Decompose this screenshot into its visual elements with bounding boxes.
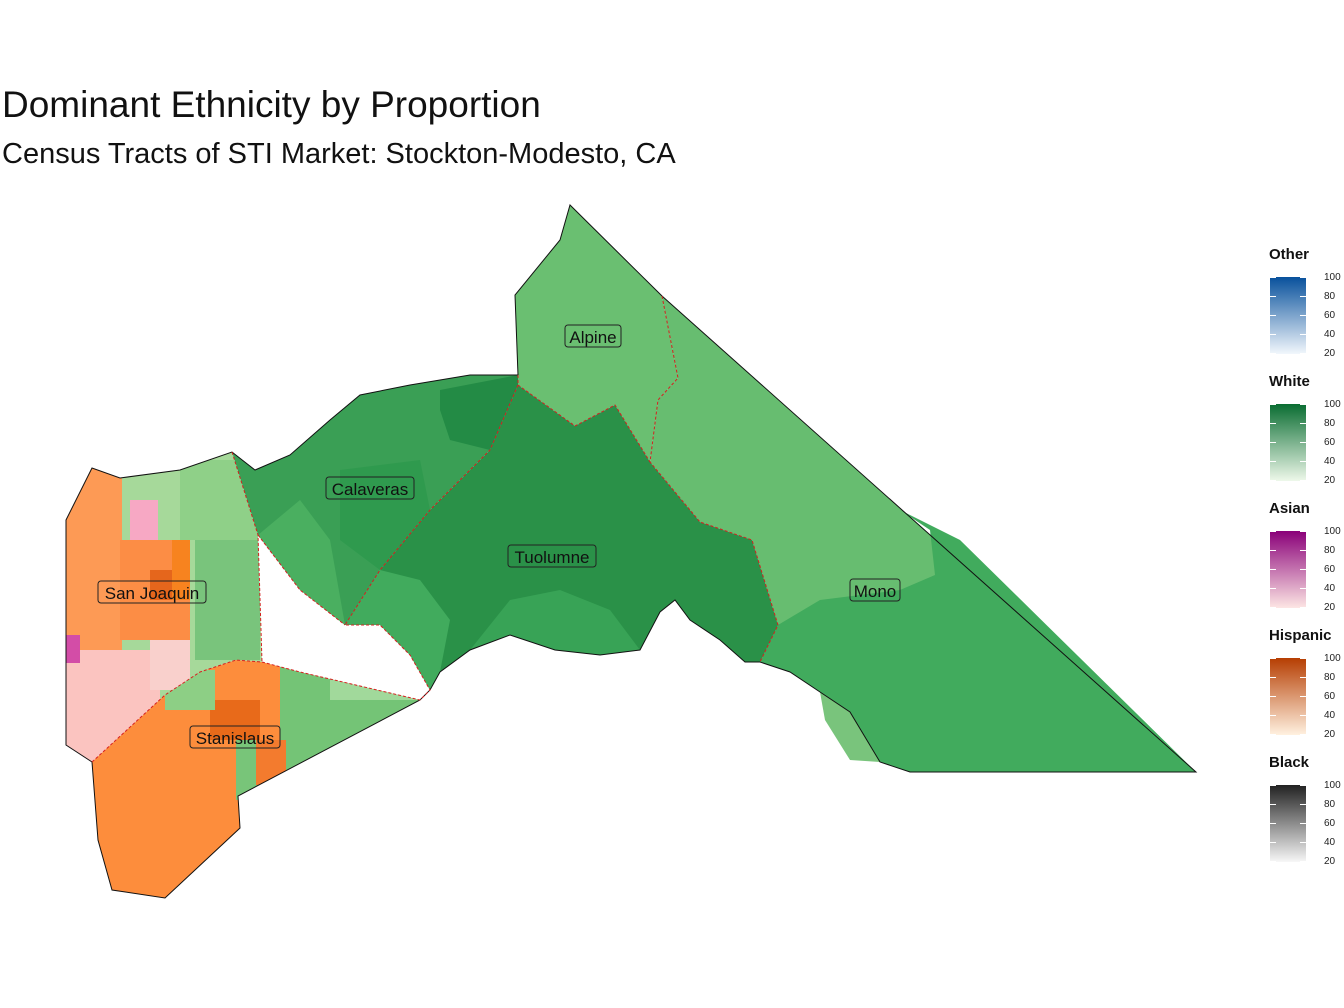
sj-white-east	[195, 540, 260, 660]
legend-tick-label: 80	[1324, 418, 1336, 429]
legend-title: Other	[1269, 246, 1310, 263]
label-stanislaus-text: Stanislaus	[196, 729, 274, 748]
legend-tick-label: 60	[1324, 310, 1336, 321]
legend-tick-mark	[1270, 531, 1306, 532]
legend-asian: Asian 100 80 60 40 20	[1268, 500, 1344, 627]
legend-tick-mark	[1270, 480, 1306, 481]
legend-tick-label: 60	[1324, 818, 1336, 829]
legend-tick-mark	[1270, 550, 1306, 551]
legend-tick-label: 40	[1324, 456, 1336, 467]
legend-tick-mark	[1270, 715, 1306, 716]
tuolumne-tract-south	[470, 590, 640, 655]
legend-tick-mark	[1270, 607, 1306, 608]
legend-tick-label: 80	[1324, 799, 1336, 810]
legend-tick-mark	[1270, 823, 1306, 824]
map-title: Dominant Ethnicity by Proportion	[2, 84, 541, 125]
legend-white: White 100 80 60 40 20	[1268, 373, 1344, 500]
legend-tick-mark	[1270, 404, 1306, 405]
county-alpine	[515, 205, 678, 462]
legend-tick-label: 100	[1324, 272, 1341, 283]
legend-tick-mark	[1270, 442, 1306, 443]
legend-tick-label: 40	[1324, 710, 1336, 721]
legend-tick-label: 100	[1324, 399, 1341, 410]
calaveras-tract-west	[258, 500, 345, 625]
legend-tick-label: 80	[1324, 545, 1336, 556]
legend-tick-label: 60	[1324, 437, 1336, 448]
stan-hispanic-center	[210, 700, 260, 740]
legend-title: Asian	[1269, 500, 1310, 517]
legend-tick-label: 100	[1324, 780, 1341, 791]
map-subtitle: Census Tracts of STI Market: Stockton-Mo…	[2, 138, 676, 170]
label-tuolumne-text: Tuolumne	[515, 548, 590, 567]
legend-tick-mark	[1270, 842, 1306, 843]
legend-tick-label: 20	[1324, 856, 1336, 867]
label-calaveras-text: Calaveras	[332, 480, 409, 499]
legend-title: White	[1269, 373, 1310, 390]
sj-asian-mid	[130, 500, 158, 540]
legend-tick-mark	[1270, 734, 1306, 735]
legend-tick-label: 60	[1324, 564, 1336, 575]
legend-tick-mark	[1270, 569, 1306, 570]
legend-tick-label: 100	[1324, 653, 1341, 664]
legend-hispanic: Hispanic 100 80 60 40 20	[1268, 627, 1344, 754]
legend-tick-mark	[1270, 677, 1306, 678]
legend-tick-mark	[1270, 315, 1306, 316]
legend-other: Other 100 80 60 40 20	[1268, 246, 1344, 373]
county-tuolumne	[345, 385, 778, 690]
legend-tick-label: 20	[1324, 602, 1336, 613]
sj-hispanic-patch	[172, 540, 190, 600]
legend-tick-mark	[1270, 334, 1306, 335]
label-calaveras: Calaveras	[325, 476, 415, 500]
legend: Other 100 80 60 40 20 White 100 80 60 40 20 Asian 100…	[1268, 246, 1344, 881]
label-san-joaquin: San Joaquin	[97, 580, 207, 604]
tuolumne-tract-west	[345, 570, 450, 690]
legend-tick-mark	[1270, 588, 1306, 589]
legend-tick-label: 20	[1324, 348, 1336, 359]
legend-tick-label: 40	[1324, 583, 1336, 594]
legend-tick-label: 20	[1324, 475, 1336, 486]
legend-tick-label: 20	[1324, 729, 1336, 740]
legend-tick-mark	[1270, 785, 1306, 786]
legend-tick-mark	[1270, 861, 1306, 862]
legend-title: Hispanic	[1269, 627, 1332, 644]
legend-tick-mark	[1270, 804, 1306, 805]
mono-tract-west	[820, 692, 880, 762]
sj-asian-light	[150, 640, 190, 690]
legend-tick-label: 80	[1324, 291, 1336, 302]
sj-asian-strong	[66, 635, 80, 663]
legend-tick-mark	[1270, 696, 1306, 697]
label-stanislaus: Stanislaus	[189, 725, 281, 749]
legend-tick-mark	[1270, 353, 1306, 354]
legend-tick-mark	[1270, 423, 1306, 424]
label-mono: Mono	[849, 578, 901, 602]
calaveras-tract-center	[340, 460, 430, 570]
label-san-joaquin-text: San Joaquin	[105, 584, 200, 603]
legend-tick-mark	[1270, 461, 1306, 462]
label-alpine-text: Alpine	[569, 328, 616, 347]
legend-title: Black	[1269, 754, 1310, 771]
legend-tick-mark	[1270, 277, 1306, 278]
legend-tick-label: 80	[1324, 672, 1336, 683]
legend-black: Black 100 80 60 40 20	[1268, 754, 1344, 881]
label-tuolumne: Tuolumne	[507, 544, 597, 568]
calaveras-tract-north	[440, 375, 518, 450]
legend-tick-mark	[1270, 658, 1306, 659]
label-mono-text: Mono	[854, 582, 897, 601]
legend-tick-label: 40	[1324, 329, 1336, 340]
choropleth-map: Alpine Calaveras Tuolumne Mono San Joaqu…	[65, 204, 1198, 899]
legend-tick-mark	[1270, 296, 1306, 297]
legend-tick-label: 60	[1324, 691, 1336, 702]
mono-tract-south	[760, 510, 1196, 772]
legend-tick-label: 40	[1324, 837, 1336, 848]
county-borders	[91, 295, 779, 763]
legend-tick-label: 100	[1324, 526, 1341, 537]
stan-white-east	[280, 660, 420, 800]
label-alpine: Alpine	[564, 324, 622, 348]
